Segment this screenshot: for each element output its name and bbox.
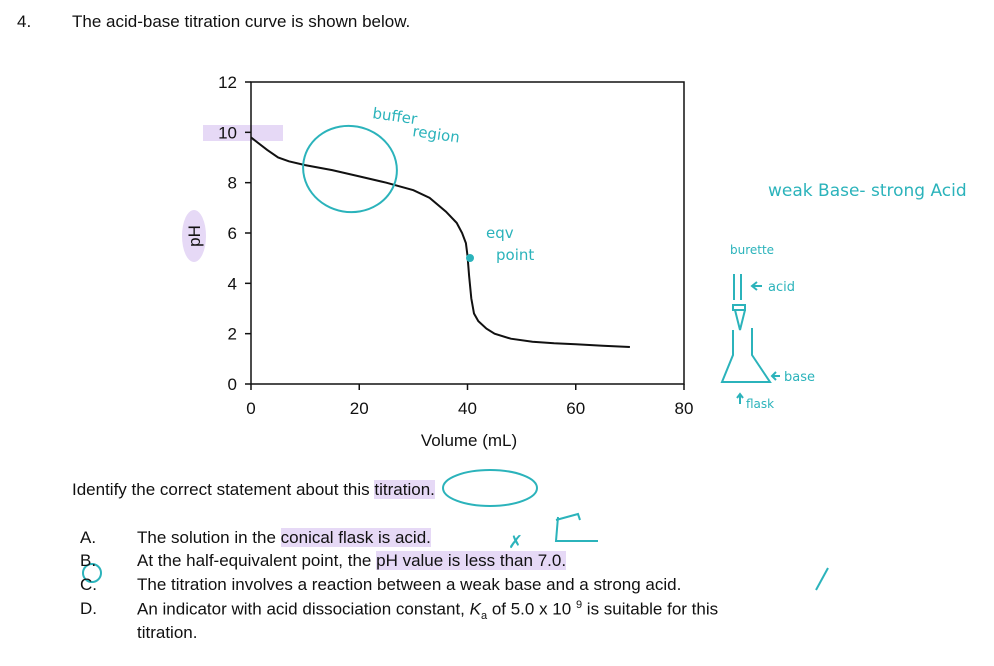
region-note: region xyxy=(411,122,460,146)
chart-ticks: 0 20 40 60 80 0 2 4 6 8 10 12 xyxy=(218,73,693,418)
y-tick-label: 8 xyxy=(228,174,237,193)
prompt-highlight: titration. xyxy=(374,480,435,499)
ka-symbol: K xyxy=(469,599,481,619)
option-letter: C. xyxy=(80,575,97,594)
option-text: At the half-equivalent point, the pH val… xyxy=(137,551,567,571)
x-tick-label: 20 xyxy=(350,399,369,418)
x-axis-label: Volume (mL) xyxy=(421,431,517,450)
y-tick-label: 2 xyxy=(228,325,237,344)
question-stem: The acid-base titration curve is shown b… xyxy=(72,12,411,31)
y-axis-label: pH xyxy=(185,225,204,247)
acid-note: acid xyxy=(768,280,795,295)
buffer-note: buffer xyxy=(371,104,419,128)
y-tick-label: 4 xyxy=(228,274,237,293)
x-tick-label: 60 xyxy=(566,399,585,418)
equivalence-point-dot xyxy=(466,254,474,262)
answer-c-circle xyxy=(82,563,102,583)
titration-curve xyxy=(250,136,630,348)
plot-frame xyxy=(250,81,685,385)
y-tick-label: 12 xyxy=(218,73,237,92)
x-tick-label: 80 xyxy=(675,399,694,418)
option-text: An indicator with acid dissociation cons… xyxy=(137,599,718,622)
tick-mark-c xyxy=(815,567,829,591)
option-highlight: pH value is less than 7.0. xyxy=(376,551,567,570)
question-number: 4. xyxy=(17,12,32,31)
highlight-ylabel xyxy=(182,210,206,262)
buffer-circle xyxy=(302,124,398,214)
option-text-plain: An indicator with acid dissociation cons… xyxy=(137,599,470,619)
flask-sketch xyxy=(720,328,772,383)
option-letter: B. xyxy=(80,551,97,570)
option-letter: A. xyxy=(80,528,97,547)
option-text-plain: The solution in the xyxy=(137,528,281,547)
chart-axes xyxy=(250,81,685,385)
option-highlight: conical flask is acid. xyxy=(280,528,431,547)
titration-circle xyxy=(442,469,538,507)
highlight-ph10 xyxy=(203,125,283,141)
base-arrow xyxy=(770,371,780,381)
x-tick-label: 40 xyxy=(458,399,477,418)
option-letter: D. xyxy=(80,599,97,618)
y-tick-label: 6 xyxy=(228,224,237,243)
option-text: The solution in the conical flask is aci… xyxy=(137,528,431,548)
burette-note: burette xyxy=(730,243,774,257)
acid-arrow xyxy=(750,281,762,291)
handwritten-marks xyxy=(82,124,829,591)
option-continuation: titration. xyxy=(137,623,198,642)
question-prompt: Identify the correct statement about thi… xyxy=(72,480,435,500)
exponent: 9 xyxy=(575,599,583,611)
base-note: base xyxy=(784,370,815,385)
option-text-mid: of 5.0 x 10 xyxy=(487,599,576,619)
flask-arrow xyxy=(736,392,744,404)
flask-note: flask xyxy=(746,397,774,411)
wrong-mark-a: ✗ xyxy=(508,532,523,553)
ka-subscript: a xyxy=(480,610,488,623)
option-text-plain: At the half-equivalent point, the xyxy=(137,551,377,570)
weak-base-strong-acid-note: weak Base- strong Acid xyxy=(768,181,967,201)
option-text: The titration involves a reaction betwee… xyxy=(137,575,682,594)
flask-doodle xyxy=(554,512,598,542)
prompt-text: Identify the correct statement about thi… xyxy=(72,480,370,499)
point-note: point xyxy=(496,246,534,264)
option-text-after: is suitable for this xyxy=(582,599,719,619)
x-tick-label: 0 xyxy=(246,399,255,418)
eqv-note: eqv xyxy=(486,224,514,242)
y-tick-label: 0 xyxy=(228,375,237,394)
y-tick-label: 10 xyxy=(218,123,237,142)
